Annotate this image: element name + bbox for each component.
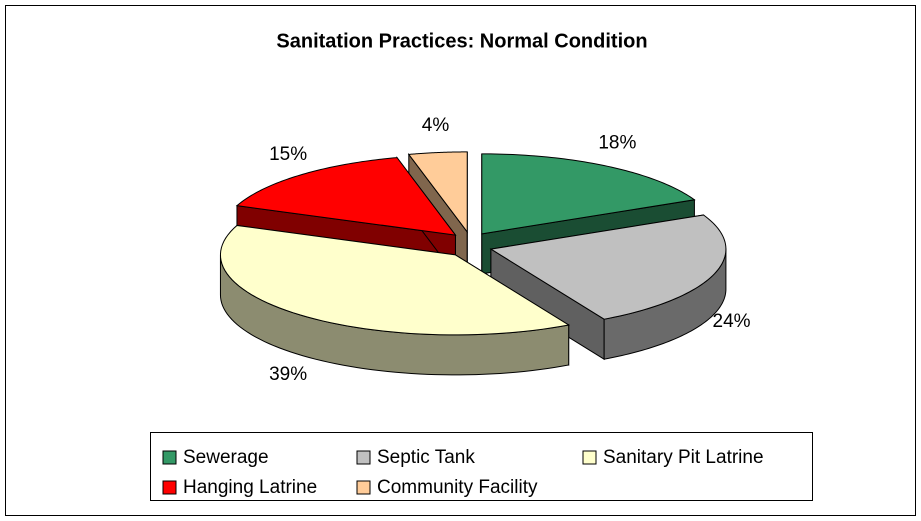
data-label: 4% — [422, 115, 450, 136]
legend-swatch — [356, 480, 371, 495]
legend-swatch — [162, 480, 177, 495]
legend-label: Community Facility — [377, 477, 538, 498]
slice — [219, 224, 571, 376]
data-label: 18% — [598, 133, 636, 154]
pie — [219, 151, 727, 376]
slice-top — [407, 151, 468, 234]
data-label: 15% — [269, 144, 307, 165]
legend-swatch — [162, 450, 177, 465]
slice — [489, 214, 727, 361]
slice-top — [489, 214, 727, 320]
legend-label: Septic Tank — [377, 447, 475, 468]
chart-title: Sanitation Practices: Normal Condition — [276, 30, 647, 52]
legend-label: Hanging Latrine — [183, 477, 317, 498]
slice-top — [235, 157, 457, 236]
slice-top — [481, 153, 696, 235]
legend-label: Sewerage — [183, 447, 269, 468]
legend-box — [150, 432, 813, 501]
data-label: 24% — [713, 311, 751, 332]
data-label: 39% — [269, 364, 307, 385]
legend-swatch — [582, 450, 597, 465]
slice-top — [219, 224, 571, 336]
legend-swatch — [356, 450, 371, 465]
legend-label: Sanitary Pit Latrine — [603, 447, 764, 468]
